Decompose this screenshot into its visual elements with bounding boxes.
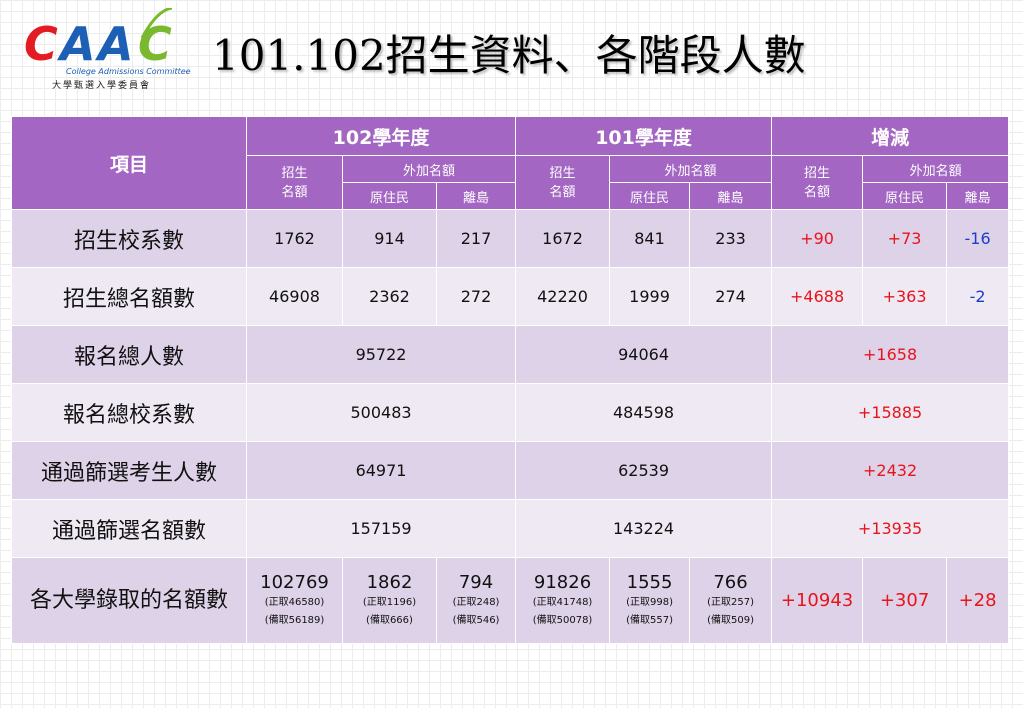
cell: 794 (正取248) (備取546) (435, 557, 517, 644)
logo-mark-c2: C (138, 17, 172, 71)
cell: 1672 (515, 209, 611, 268)
row-label: 報名總校系數 (11, 383, 247, 442)
table-row: 招生校系數 1762 914 217 1672 841 233 +90 +73 … (11, 209, 1010, 268)
cell: 1762 (246, 209, 343, 268)
header-island-101: 離島 (689, 182, 773, 210)
row-label: 通過篩選考生人數 (11, 441, 247, 500)
cell: 94064 (515, 325, 773, 384)
header-extra-change: 外加名額 (862, 155, 1010, 183)
row-label: 通過篩選名額數 (11, 499, 247, 558)
change-cell: +307 (862, 557, 948, 644)
cell: 233 (689, 209, 773, 268)
cell: 95722 (245, 325, 517, 384)
logo-mark-c1: C (24, 17, 58, 71)
logo-leaf-icon (140, 8, 173, 39)
change-cell: +10943 (771, 557, 864, 644)
caac-logo: C A A C College Admissions Committee 大學甄… (24, 8, 191, 91)
header-extra-102: 外加名額 (341, 155, 517, 183)
cell: 484598 (515, 383, 773, 442)
row-label: 各大學錄取的名額數 (11, 557, 247, 644)
change-cell: +28 (946, 557, 1010, 644)
cell: 102769 (正取46580) (備取56189) (246, 557, 343, 644)
header-aboriginal-101: 原住民 (609, 182, 691, 210)
table-row: 通過篩選考生人數 64971 62539 +2432 (11, 441, 1010, 500)
cell: 1555 (正取998) (備取557) (609, 557, 691, 644)
header-quota-102: 招生 名額 (246, 155, 343, 210)
change-cell: +363 (862, 267, 948, 326)
header-aboriginal-102: 原住民 (342, 182, 437, 210)
logo-chinese: 大學甄選入學委員會 (52, 79, 151, 91)
page-title: 101.102招生資料、各階段人數 (212, 31, 806, 80)
header-change: 增減 (771, 116, 1010, 156)
change-cell: +2432 (771, 441, 1010, 500)
row-label: 招生總名額數 (11, 267, 247, 326)
change-cell: +90 (771, 209, 864, 268)
header-year-102: 102學年度 (245, 116, 517, 156)
change-cell: -2 (946, 267, 1010, 326)
cell: 157159 (245, 499, 517, 558)
cell: 64971 (245, 441, 517, 500)
cell: 914 (342, 209, 437, 268)
cell: 62539 (515, 441, 773, 500)
cell: 42220 (515, 267, 611, 326)
change-cell: +1658 (771, 325, 1010, 384)
header-aboriginal-change: 原住民 (862, 182, 948, 210)
logo-mark-a1: A (57, 17, 96, 71)
row-label: 招生校系數 (11, 209, 247, 268)
header-island-change: 離島 (946, 182, 1010, 210)
table-row: 各大學錄取的名額數 102769 (正取46580) (備取56189) 1862(… (11, 557, 1010, 644)
admissions-table: 項目 102學年度 101學年度 增減 招生 名額 外加名額 招生 名額 外加名… (11, 116, 1010, 644)
table-row: 招生總名額數 46908 2362 272 42220 1999 274 +46… (11, 267, 1010, 326)
cell: 91826 (正取41748) (備取50078) (515, 557, 611, 644)
row-label: 報名總人數 (11, 325, 247, 384)
table-row: 報名總人數 95722 94064 +1658 (11, 325, 1010, 384)
header-item: 項目 (11, 116, 247, 210)
cell: 2362 (342, 267, 437, 326)
header-island-102: 離島 (435, 182, 517, 210)
cell: 274 (689, 267, 773, 326)
change-cell: +73 (862, 209, 948, 268)
change-cell: -16 (946, 209, 1010, 268)
cell: 841 (609, 209, 691, 268)
logo-english: College Admissions Committee (66, 67, 191, 76)
change-cell: +13935 (771, 499, 1010, 558)
change-cell: +4688 (771, 267, 864, 326)
header-year-101: 101學年度 (515, 116, 773, 156)
table-row: 通過篩選名額數 157159 143224 +13935 (11, 499, 1010, 558)
cell: 500483 (245, 383, 517, 442)
cell: 143224 (515, 499, 773, 558)
cell: 766 (正取257) (備取509) (689, 557, 773, 644)
cell: 217 (435, 209, 517, 268)
cell: 46908 (246, 267, 343, 326)
cell: 1862 (正取1196) (備取666) (342, 557, 437, 644)
header-quota-change: 招生 名額 (771, 155, 864, 210)
change-cell: +15885 (771, 383, 1010, 442)
cell: 1999 (609, 267, 691, 326)
cell: 272 (435, 267, 517, 326)
header-extra-101: 外加名額 (609, 155, 773, 183)
table-row: 報名總校系數 500483 484598 +15885 (11, 383, 1010, 442)
logo-mark-a2: A (95, 17, 134, 71)
header-quota-101: 招生 名額 (515, 155, 611, 210)
